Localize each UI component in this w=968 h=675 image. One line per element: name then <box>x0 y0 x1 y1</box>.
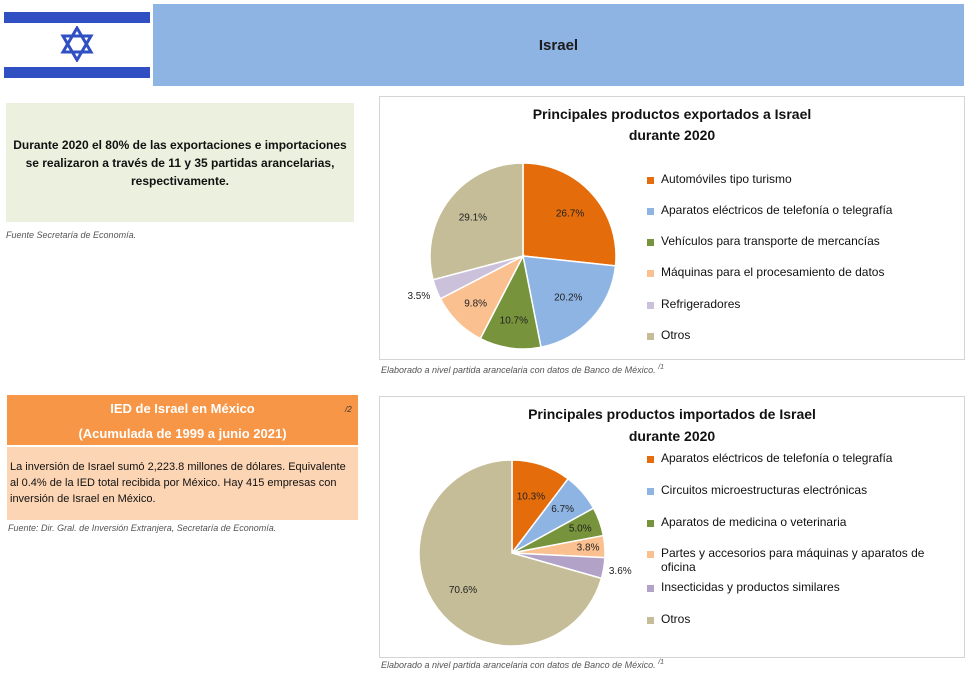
summary-box: Durante 2020 el 80% de las exportaciones… <box>6 103 354 222</box>
legend-swatch <box>647 177 654 184</box>
star-of-david-icon <box>60 26 94 62</box>
legend-label: Vehículos para transporte de mercancías <box>661 234 880 248</box>
legend-item-aparatos-electricos-de-telefonia-o-telegrafia: Aparatos eléctricos de telefonía o teleg… <box>647 203 947 217</box>
legend-swatch <box>647 208 654 215</box>
legend-swatch <box>647 302 654 309</box>
legend-label: Aparatos eléctricos de telefonía o teleg… <box>661 451 893 465</box>
pie-data-label: 9.8% <box>464 298 487 309</box>
ied-source: Fuente: Dir. Gral. de Inversión Extranje… <box>8 523 277 533</box>
legend-label: Automóviles tipo turismo <box>661 172 792 186</box>
pie-slice-aparatos-electricos-de-telefonia-o-telegrafia <box>522 255 617 349</box>
pie-slice-automoviles-tipo-turismo <box>522 162 617 267</box>
legend-swatch <box>647 488 654 495</box>
ied-body: La inversión de Israel sumó 2,223.8 mill… <box>7 447 358 520</box>
legend-item-refrigeradores: Refrigeradores <box>647 297 947 311</box>
legend-label: Circuitos microestructuras electrónicas <box>661 483 868 497</box>
pie-data-label: 29.1% <box>459 212 487 223</box>
israel-flag <box>4 6 150 82</box>
pie-data-label: 5.0% <box>569 523 592 534</box>
import-pie-chart: 10.3% 6.7% 5.0% 3.8% 3.6% 70.6% <box>418 459 632 647</box>
pie-data-label: 3.5% <box>407 291 430 302</box>
export-chart-source: Elaborado a nivel partida arancelaria co… <box>381 364 664 375</box>
import-chart-source-text: Elaborado a nivel partida arancelaria co… <box>381 660 656 670</box>
import-chart-panel: Principales productos importados de Isra… <box>379 396 965 658</box>
pie-data-label: 20.2% <box>554 292 582 303</box>
legend-label: Otros <box>661 328 691 342</box>
legend-item-circuitos-microestructuras-electronicas: Circuitos microestructuras electrónicas <box>647 483 947 497</box>
ied-subtitle: (Acumulada de 1999 a junio 2021) <box>78 426 287 441</box>
export-chart-title: Principales productos exportados a Israe… <box>532 106 812 122</box>
pie-slice-otros <box>429 162 524 281</box>
summary-source: Fuente Secretaría de Economía. <box>6 230 137 240</box>
legend-item-insecticidas-y-productos-similares: Insecticidas y productos similares <box>647 580 947 594</box>
summary-text: Durante 2020 el 80% de las exportaciones… <box>13 137 347 188</box>
pie-data-label: 3.8% <box>577 543 600 554</box>
pie-data-label: 3.6% <box>609 566 632 577</box>
legend-label: Máquinas para el procesamiento de datos <box>661 265 885 279</box>
export-pie-chart: 26.7% 20.2% 10.7% 9.8% 3.5% 29.1% <box>407 162 617 350</box>
import-chart-source: Elaborado a nivel partida arancelaria co… <box>381 659 664 670</box>
legend-swatch <box>647 520 654 527</box>
legend-label: Refrigeradores <box>661 297 741 311</box>
page-title-bar: Israel <box>153 4 964 86</box>
legend-swatch <box>647 239 654 246</box>
pie-slice-otros <box>418 459 603 647</box>
legend-label: Partes y accesorios para máquinas y apar… <box>661 546 925 574</box>
page-title: Israel <box>538 36 579 54</box>
legend-item-otros: Otros <box>647 612 947 626</box>
import-chart-subtitle: durante 2020 <box>628 428 716 444</box>
ied-header: IED de Israel en México (Acumulada de 19… <box>7 395 358 445</box>
legend-swatch <box>647 551 654 558</box>
legend-swatch <box>647 617 654 624</box>
import-chart-title: Principales productos importados de Isra… <box>528 406 816 422</box>
legend-swatch <box>647 456 654 463</box>
legend-label: Otros <box>661 612 691 626</box>
legend-item-vehiculos-para-transporte-de-mercancias: Vehículos para transporte de mercancías <box>647 234 947 248</box>
legend-item-maquinas-para-el-procesamiento-de-datos: Máquinas para el procesamiento de datos <box>647 265 947 279</box>
legend-swatch <box>647 333 654 340</box>
legend-swatch <box>647 585 654 592</box>
legend-item-otros: Otros <box>647 328 947 342</box>
export-chart-source-note: /1 <box>658 364 665 371</box>
pie-data-label: 26.7% <box>556 209 584 220</box>
export-chart-source-text: Elaborado a nivel partida arancelaria co… <box>381 365 656 375</box>
ied-body-text: La inversión de Israel sumó 2,223.8 mill… <box>10 461 346 505</box>
legend-swatch <box>647 270 654 277</box>
legend-item-aparatos-electricos-de-telefonia-o-telegrafia: Aparatos eléctricos de telefonía o teleg… <box>647 451 947 465</box>
legend-item-partes-y-accesorios-para-maquinas-y-aparatos-de-oficina: Partes y accesorios para máquinas y apar… <box>647 546 947 574</box>
import-chart-source-note: /1 <box>658 659 665 666</box>
ied-note: /2 <box>345 405 352 414</box>
legend-label: Insecticidas y productos similares <box>661 580 840 594</box>
legend-label: Aparatos eléctricos de telefonía o teleg… <box>661 203 893 217</box>
legend-item-automoviles-tipo-turismo: Automóviles tipo turismo <box>647 172 947 186</box>
export-chart-subtitle: durante 2020 <box>628 127 716 143</box>
pie-data-label: 70.6% <box>449 585 477 596</box>
pie-data-label: 6.7% <box>551 504 574 515</box>
ied-title: IED de Israel en México <box>110 401 255 416</box>
export-chart-panel: Principales productos exportados a Israe… <box>379 96 965 360</box>
legend-label: Aparatos de medicina o veterinaria <box>661 515 847 529</box>
pie-data-label: 10.7% <box>500 315 528 326</box>
legend-item-aparatos-de-medicina-o-veterinaria: Aparatos de medicina o veterinaria <box>647 515 947 529</box>
pie-data-label: 10.3% <box>517 492 545 503</box>
